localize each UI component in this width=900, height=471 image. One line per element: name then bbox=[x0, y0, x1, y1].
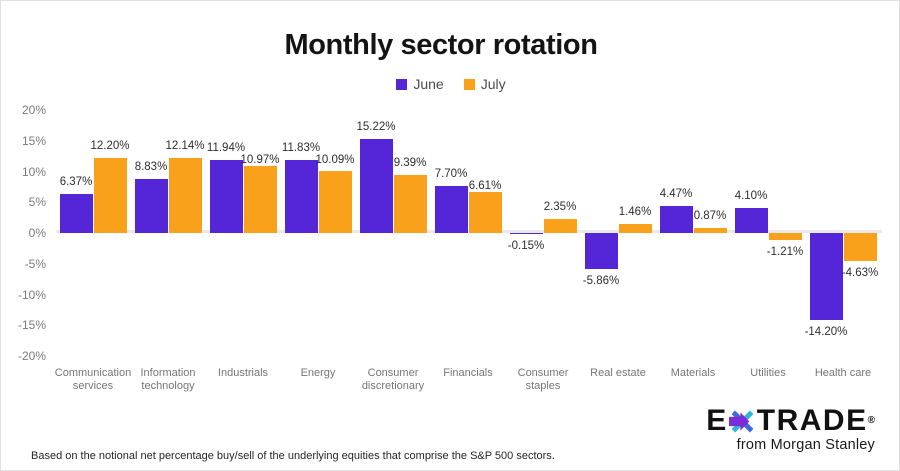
value-label-june-communication-services: 6.37% bbox=[59, 175, 93, 188]
y-tick-0-: 0% bbox=[28, 226, 46, 240]
bar-june-industrials bbox=[209, 159, 243, 233]
value-label-june-financials: 7.70% bbox=[434, 167, 468, 180]
axis-label-communication-services: Communication services bbox=[54, 367, 132, 392]
value-label-july-utilities: -1.21% bbox=[766, 246, 804, 259]
axis-label-health-care: Health care bbox=[814, 367, 872, 379]
value-label-july-health-care: -4.63% bbox=[841, 267, 879, 280]
bar-june-real-estate bbox=[584, 233, 618, 270]
bar-july-consumer-discretionary bbox=[393, 175, 427, 233]
bar-june-consumer-staples bbox=[509, 233, 543, 234]
value-label-july-information-technology: 12.14% bbox=[165, 140, 205, 153]
legend-label-june: June bbox=[413, 76, 444, 92]
axis-label-industrials: Industrials bbox=[217, 367, 269, 379]
value-label-june-industrials: 11.94% bbox=[206, 141, 246, 154]
value-label-june-real-estate: -5.86% bbox=[582, 275, 620, 288]
june-swatch-icon bbox=[396, 78, 408, 90]
bar-june-financials bbox=[434, 185, 468, 233]
axis-label-real-estate: Real estate bbox=[590, 367, 646, 379]
footnote-text: Based on the notional net percentage buy… bbox=[31, 450, 555, 462]
y-tick-20-: 20% bbox=[21, 103, 46, 117]
registered-mark: ® bbox=[867, 415, 875, 426]
axis-label-materials: Materials bbox=[670, 367, 716, 379]
value-label-july-consumer-discretionary: 9.39% bbox=[393, 157, 427, 170]
value-label-july-energy: 10.09% bbox=[315, 154, 355, 167]
legend-item-july: July bbox=[463, 76, 506, 92]
chart-legend: June July bbox=[1, 76, 899, 92]
axis-label-financials: Financials bbox=[443, 367, 493, 379]
y-tick--20-: -20% bbox=[17, 349, 46, 363]
value-label-june-health-care: -14.20% bbox=[804, 326, 848, 339]
logo-tagline: from Morgan Stanley bbox=[736, 437, 875, 453]
axis-label-information-technology: Information technology bbox=[140, 367, 196, 392]
bar-june-energy bbox=[284, 160, 318, 233]
value-label-july-consumer-staples: 2.35% bbox=[543, 200, 577, 213]
legend-label-july: July bbox=[480, 76, 506, 92]
value-label-june-materials: 4.47% bbox=[659, 187, 693, 200]
logo-letter-e: E bbox=[706, 403, 728, 437]
bar-june-utilities bbox=[734, 207, 768, 233]
value-label-june-consumer-discretionary: 15.22% bbox=[356, 121, 396, 134]
value-label-july-real-estate: 1.46% bbox=[618, 206, 652, 219]
y-tick-5-: 5% bbox=[28, 195, 46, 210]
etrade-asterisk-icon bbox=[728, 410, 754, 433]
axis-label-energy: Energy bbox=[300, 367, 336, 379]
bar-june-information-technology bbox=[134, 178, 168, 233]
y-tick--10-: -10% bbox=[17, 287, 46, 302]
bar-july-energy bbox=[318, 170, 352, 233]
value-label-july-communication-services: 12.20% bbox=[90, 139, 130, 152]
bar-july-information-technology bbox=[168, 158, 202, 233]
axis-label-consumer-staples: Consumer staples bbox=[517, 367, 569, 392]
chart-title: Monthly sector rotation bbox=[284, 29, 598, 61]
axis-label-consumer-discretionary: Consumer discretionary bbox=[361, 367, 425, 392]
y-tick-10-: 10% bbox=[21, 164, 46, 179]
bar-july-real-estate bbox=[618, 224, 652, 233]
bar-july-financials bbox=[468, 192, 502, 233]
bar-july-consumer-staples bbox=[543, 218, 577, 233]
y-tick--5-: -5% bbox=[24, 256, 46, 271]
bar-july-health-care bbox=[843, 233, 877, 262]
bar-july-materials bbox=[693, 227, 727, 233]
bar-july-utilities bbox=[768, 233, 802, 241]
y-tick-15-: 15% bbox=[21, 133, 46, 148]
bar-june-consumer-discretionary bbox=[359, 139, 393, 233]
axis-label-utilities: Utilities bbox=[750, 367, 786, 379]
bar-june-materials bbox=[659, 205, 693, 233]
value-label-june-energy: 11.83% bbox=[281, 142, 321, 155]
etrade-wordmark: E TRADE ® bbox=[706, 403, 875, 437]
bar-june-communication-services bbox=[59, 193, 93, 233]
y-tick--15-: -15% bbox=[17, 318, 46, 333]
etrade-logo: E TRADE ® from Morgan Stanley bbox=[706, 403, 875, 453]
bar-july-industrials bbox=[243, 165, 277, 233]
value-label-june-utilities: 4.10% bbox=[734, 189, 768, 202]
value-label-july-financials: 6.61% bbox=[468, 179, 502, 192]
value-label-july-industrials: 10.97% bbox=[240, 153, 280, 166]
logo-word-trade: TRADE bbox=[756, 403, 868, 437]
legend-item-june: June bbox=[396, 76, 444, 92]
july-swatch-icon bbox=[463, 78, 475, 90]
bar-july-communication-services bbox=[93, 157, 127, 233]
value-label-july-materials: 0.87% bbox=[693, 209, 727, 222]
value-label-june-consumer-staples: -0.15% bbox=[507, 240, 545, 252]
bar-june-health-care bbox=[809, 233, 843, 321]
value-label-june-information-technology: 8.83% bbox=[134, 160, 168, 173]
